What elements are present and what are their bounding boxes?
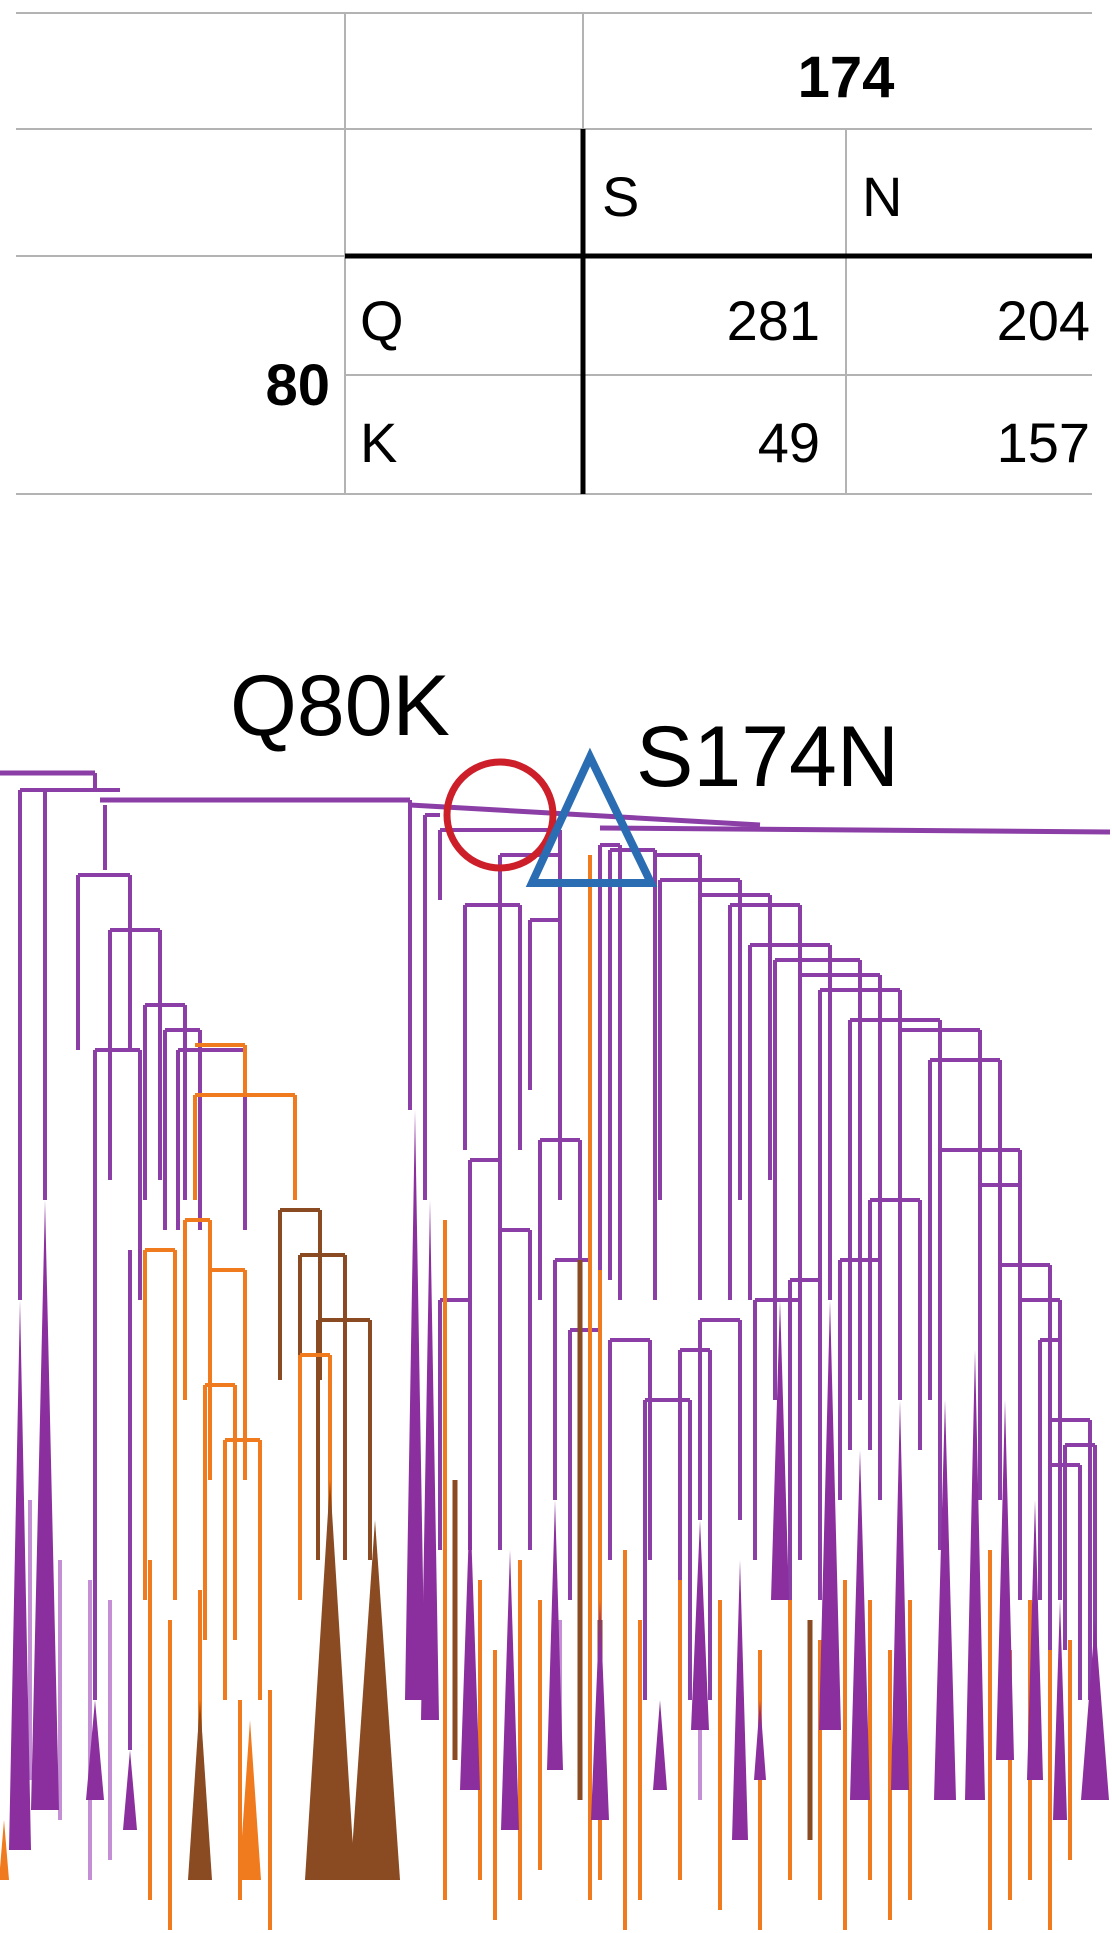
tree-clades xyxy=(0,1110,1109,1880)
collapsed-clade-11 xyxy=(691,1520,709,1730)
collapsed-clade-24 xyxy=(305,1480,355,1880)
collapsed-clade-4 xyxy=(405,1110,425,1700)
collapsed-clade-16 xyxy=(891,1400,909,1790)
tree-branches xyxy=(0,770,1111,1930)
collapsed-clade-27 xyxy=(239,1720,261,1880)
tree-branch xyxy=(409,802,761,828)
collapsed-clade-6 xyxy=(460,1500,480,1790)
collapsed-clade-23 xyxy=(754,1700,766,1780)
collapsed-clade-21 xyxy=(1053,1600,1067,1820)
col-header: 174 xyxy=(798,45,895,110)
count-k-n: 157 xyxy=(997,411,1090,474)
q80k-label: Q80K xyxy=(230,658,450,754)
collapsed-clade-28 xyxy=(0,1820,9,1880)
table-rules xyxy=(345,129,1092,494)
collapsed-clade-1 xyxy=(31,1200,59,1810)
collapsed-clade-10 xyxy=(653,1700,667,1790)
collapsed-clade-19 xyxy=(996,1400,1014,1760)
q80k-circle-marker xyxy=(443,758,557,872)
collapsed-clade-15 xyxy=(850,1450,870,1800)
collapsed-clade-26 xyxy=(188,1700,212,1880)
collapsed-clade-12 xyxy=(732,1560,748,1840)
row-state-q: Q xyxy=(360,289,404,352)
count-q-s: 281 xyxy=(727,289,820,352)
col-state-s: S xyxy=(602,165,639,228)
collapsed-clade-9 xyxy=(591,1600,609,1820)
s174n-triangle-marker xyxy=(525,747,658,887)
collapsed-clade-0 xyxy=(9,1300,31,1850)
collapsed-clade-22 xyxy=(1081,1620,1109,1800)
collapsed-clade-3 xyxy=(123,1750,137,1830)
count-q-n: 204 xyxy=(997,289,1090,352)
collapsed-clade-20 xyxy=(1027,1500,1043,1780)
collapsed-clade-17 xyxy=(934,1400,956,1800)
row-header: 80 xyxy=(265,353,330,418)
collapsed-clade-7 xyxy=(501,1550,519,1830)
col-state-n: N xyxy=(862,165,902,228)
collapsed-clade-14 xyxy=(819,1300,841,1730)
collapsed-clade-2 xyxy=(86,1700,104,1800)
row-state-k: K xyxy=(360,411,397,474)
collapsed-clade-13 xyxy=(771,1300,789,1600)
s174n-label: S174N xyxy=(636,709,899,805)
collapsed-clade-5 xyxy=(421,1200,439,1720)
collapsed-clade-18 xyxy=(965,1350,985,1800)
tree-branch xyxy=(599,825,1111,835)
collapsed-clade-8 xyxy=(547,1500,563,1770)
contingency-table: 174 S N 80 Q K 281 204 49 157 xyxy=(16,12,1092,495)
count-k-s: 49 xyxy=(758,411,820,474)
collapsed-clade-25 xyxy=(350,1520,400,1880)
